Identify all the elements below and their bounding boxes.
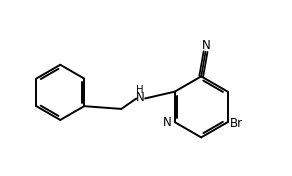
Text: N: N xyxy=(136,91,145,104)
Text: Br: Br xyxy=(230,117,243,130)
Text: N: N xyxy=(202,39,211,52)
Text: H: H xyxy=(136,85,144,95)
Text: N: N xyxy=(163,116,171,129)
